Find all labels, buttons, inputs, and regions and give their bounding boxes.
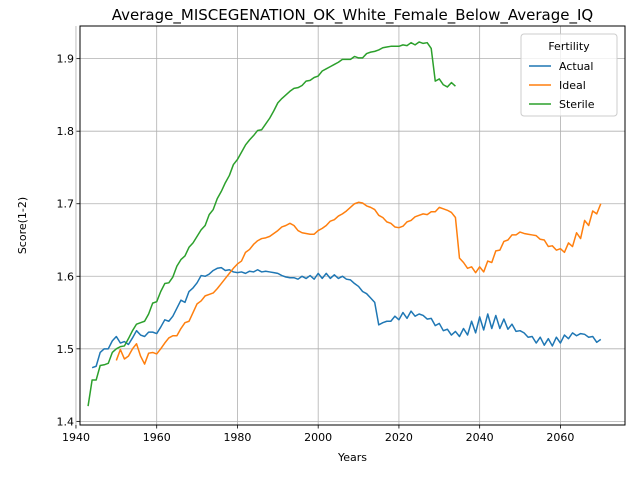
y-axis-label: Score(1-2) (16, 197, 29, 254)
legend-label-sterile: Sterile (559, 98, 595, 111)
x-tick-label: 2060 (546, 431, 574, 444)
x-tick-label: 2020 (385, 431, 413, 444)
legend-label-actual: Actual (559, 60, 593, 73)
x-tick-label: 1940 (62, 431, 90, 444)
y-tick-label: 1.6 (57, 270, 75, 283)
x-axis-label: Years (337, 451, 367, 464)
x-tick-label: 1960 (143, 431, 171, 444)
x-tick-label: 2000 (304, 431, 332, 444)
y-tick-label: 1.9 (57, 53, 75, 66)
legend: Fertility Actual Ideal Sterile (521, 34, 617, 116)
legend-label-ideal: Ideal (559, 79, 586, 92)
y-tick-label: 1.7 (57, 198, 75, 211)
legend-title: Fertility (548, 40, 590, 53)
chart-title: Average_MISCEGENATION_OK_White_Female_Be… (112, 6, 593, 25)
x-tick-label: 1980 (223, 431, 251, 444)
y-tick-label: 1.5 (57, 343, 75, 356)
y-tick-label: 1.4 (57, 415, 75, 428)
x-tick-label: 2040 (466, 431, 494, 444)
y-tick-label: 1.8 (57, 125, 75, 138)
